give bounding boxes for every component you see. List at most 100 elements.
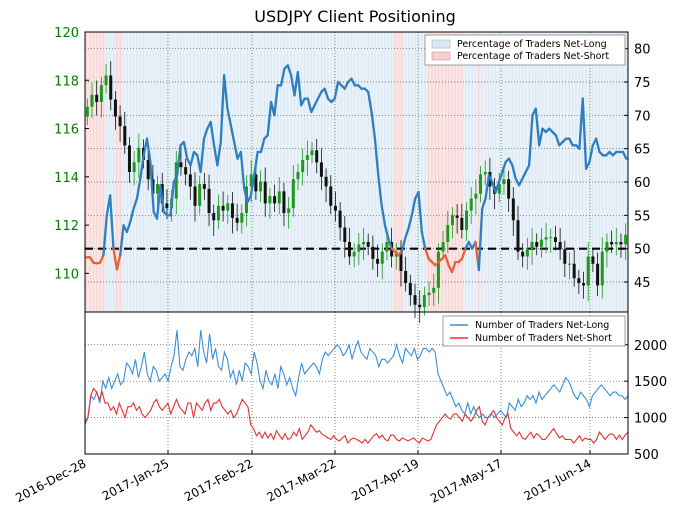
candle-body bbox=[193, 186, 197, 206]
candle-body bbox=[549, 237, 553, 239]
candle-body bbox=[329, 186, 333, 206]
candle-body bbox=[202, 184, 206, 189]
candle-body bbox=[90, 94, 94, 107]
candle-body bbox=[371, 246, 375, 259]
net-long-pct-segment bbox=[209, 120, 216, 147]
net-long-pct-segment bbox=[155, 184, 162, 220]
net-long-pct-segment bbox=[219, 74, 226, 144]
net-long-pct-segment bbox=[286, 64, 293, 77]
candle-body bbox=[567, 263, 571, 265]
traders-net-long-line bbox=[84, 330, 629, 426]
date-tick-label: 2017-May-17 bbox=[428, 456, 504, 505]
net-long-pct-segment bbox=[222, 74, 229, 110]
net-long-pct-segment bbox=[108, 194, 115, 250]
net-long-pct-segment bbox=[216, 140, 222, 167]
candle-body bbox=[614, 242, 618, 245]
candle-body bbox=[287, 208, 291, 214]
price-panel-legend: Percentage of Traders Net-Long Percentag… bbox=[424, 34, 626, 66]
net-long-pct-segment bbox=[501, 160, 507, 174]
candle-body bbox=[188, 174, 192, 187]
net-long-pct-segment bbox=[343, 80, 350, 90]
candle-body bbox=[432, 287, 436, 293]
net-long-pct-segment bbox=[481, 197, 487, 210]
candle-body bbox=[380, 251, 384, 264]
candle-body bbox=[235, 217, 239, 223]
net-long-pct-segment bbox=[387, 237, 393, 250]
candle-body bbox=[455, 215, 459, 218]
percentage-axis-ticks: 45 50 55 60 65 70 75 80 bbox=[624, 43, 651, 291]
candle-body bbox=[558, 242, 562, 250]
candle-body bbox=[624, 234, 628, 245]
legend-label-net-long-pct: Percentage of Traders Net-Long bbox=[457, 39, 607, 50]
candle-body bbox=[474, 193, 478, 199]
net-long-pct-segment bbox=[129, 207, 135, 224]
net-long-pct-segment bbox=[497, 170, 504, 184]
net-long-pct-segment bbox=[524, 164, 531, 174]
candle-body bbox=[422, 295, 426, 308]
candle-body bbox=[591, 256, 595, 264]
candle-body bbox=[259, 181, 263, 192]
net-long-pct-segment bbox=[584, 160, 591, 170]
net-long-pct-segment bbox=[373, 137, 380, 177]
net-long-pct-segment bbox=[420, 230, 427, 250]
net-long-pct-segment bbox=[517, 177, 524, 187]
net-long-pct-segment bbox=[279, 67, 286, 87]
pct-tick-label: 50 bbox=[634, 243, 651, 258]
candle-body bbox=[497, 184, 501, 194]
net-long-pct-segment bbox=[233, 140, 239, 160]
net-long-pct-segment bbox=[139, 154, 145, 180]
net-long-pct-segment bbox=[588, 144, 594, 164]
candle-body bbox=[605, 242, 609, 252]
legend-box-bottom bbox=[442, 315, 626, 347]
net-long-pct-segment bbox=[199, 137, 206, 174]
legend-swatch-net-long-pct bbox=[431, 39, 451, 49]
candle-body bbox=[610, 242, 614, 245]
candle-body bbox=[254, 174, 258, 192]
count-tick-label: 2000 bbox=[634, 339, 667, 354]
legend-swatch-net-short-pct bbox=[431, 51, 451, 61]
net-long-pct-segment bbox=[243, 187, 249, 204]
net-long-pct-segment bbox=[511, 164, 517, 180]
candle-body bbox=[249, 174, 253, 187]
chart-title: USDJPY Client Positioning bbox=[254, 7, 456, 26]
candle-body bbox=[95, 94, 99, 102]
candle-body bbox=[113, 99, 117, 117]
candle-body bbox=[132, 162, 136, 172]
candle-body bbox=[301, 159, 305, 172]
candle-body bbox=[436, 251, 440, 288]
candle-body bbox=[268, 196, 272, 204]
net-long-pct-segment bbox=[323, 87, 330, 100]
candle-body bbox=[357, 244, 361, 252]
candle-body bbox=[230, 203, 234, 218]
net-long-percentage-line bbox=[85, 64, 628, 274]
candle-body bbox=[408, 283, 412, 296]
candle-body bbox=[563, 249, 567, 264]
candle-body bbox=[469, 198, 473, 211]
net-long-pct-segment bbox=[249, 174, 256, 197]
net-long-pct-segment bbox=[266, 100, 273, 137]
net-long-pct-segment bbox=[417, 190, 424, 234]
candle-body bbox=[85, 106, 89, 117]
pct-tick-label: 45 bbox=[634, 276, 651, 291]
net-long-pct-segment bbox=[259, 137, 266, 154]
candle-body bbox=[347, 242, 351, 257]
candle-body bbox=[343, 227, 347, 242]
candle-body bbox=[553, 237, 557, 242]
candle-body bbox=[577, 278, 581, 284]
candle-body bbox=[441, 242, 445, 252]
net-long-pct-segment bbox=[102, 214, 108, 257]
price-tick-label: 112 bbox=[54, 219, 79, 234]
candle-body bbox=[427, 292, 431, 296]
net-long-pct-segment bbox=[595, 137, 601, 154]
candle-body bbox=[418, 304, 422, 308]
net-long-pct-segment bbox=[145, 137, 152, 164]
price-tick-label: 120 bbox=[54, 26, 79, 41]
count-tick-label: 500 bbox=[634, 448, 659, 463]
legend-label-net-short-pct: Percentage of Traders Net-Short bbox=[457, 51, 609, 62]
count-tick-label: 1000 bbox=[634, 412, 667, 427]
candle-body bbox=[521, 251, 525, 257]
candle-body bbox=[179, 162, 183, 168]
candle-body bbox=[118, 116, 122, 127]
traders-axis-ticks: 500 1000 1500 2000 bbox=[624, 339, 667, 463]
